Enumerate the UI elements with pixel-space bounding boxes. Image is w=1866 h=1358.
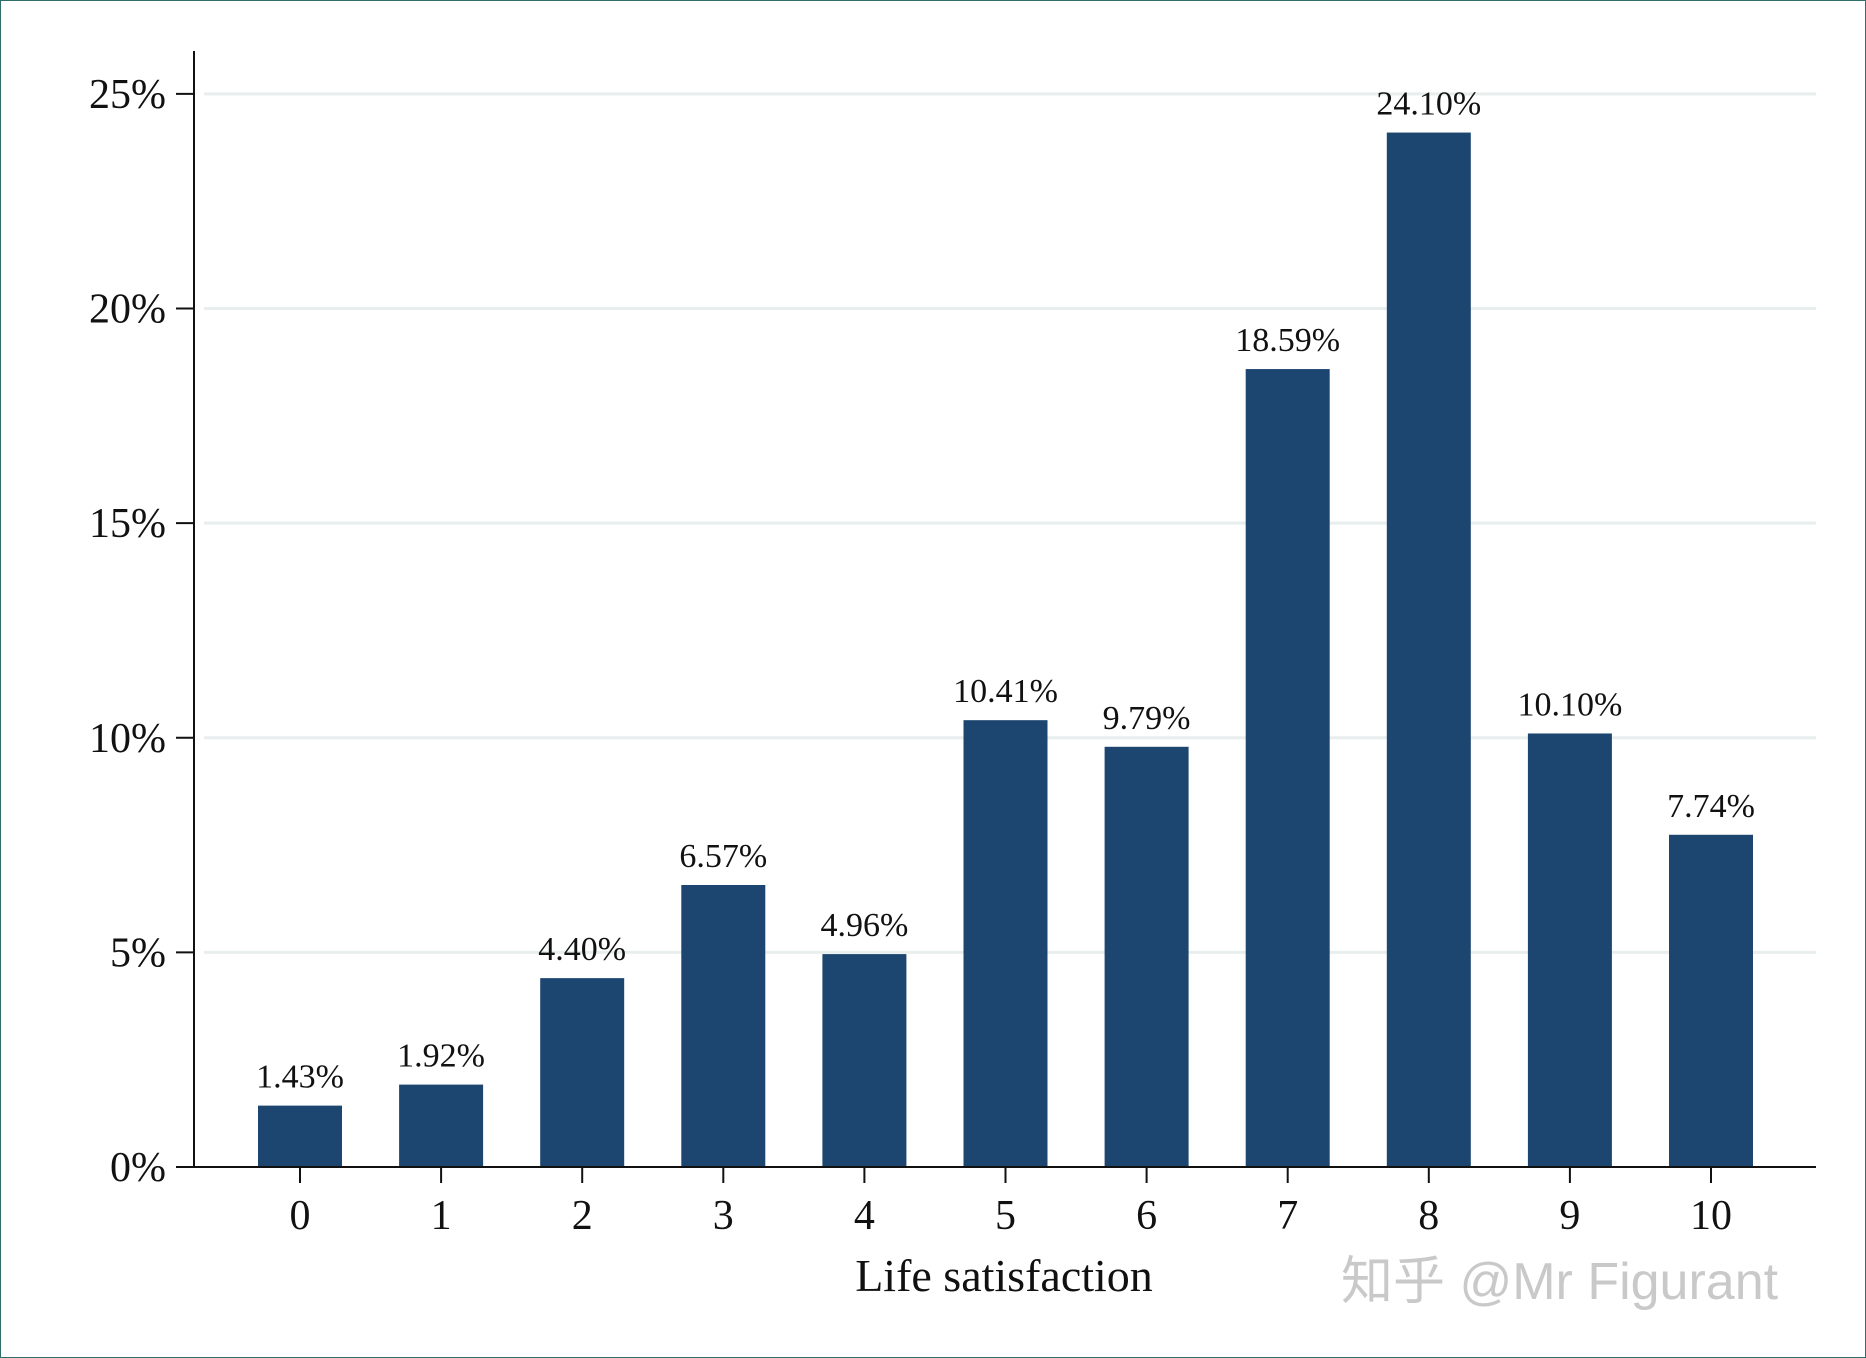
bar-value-label: 1.92%	[397, 1038, 485, 1075]
bar-value-label: 1.43%	[256, 1059, 344, 1096]
bar	[1104, 746, 1189, 1167]
bar	[258, 1105, 342, 1167]
x-axis-title: Life satisfaction	[855, 1250, 1153, 1301]
data-labels: 1.43% 1.92% 4.40% 6.57% 4.96% 10.41% 9.79% 18.5…	[256, 86, 1755, 1096]
bar-value-label: 7.74%	[1667, 788, 1755, 825]
bar	[1386, 132, 1471, 1168]
y-tick-label: 15%	[89, 501, 166, 547]
y-ticks: 0% 5% 10% 15% 20% 25%	[89, 72, 194, 1191]
bar	[399, 1084, 484, 1167]
bar-value-label: 4.40%	[538, 931, 626, 968]
x-tick-label: 0	[290, 1193, 311, 1239]
bar	[1669, 834, 1753, 1167]
bar-value-label: 9.79%	[1103, 700, 1191, 737]
bar	[822, 954, 907, 1167]
bar	[681, 884, 766, 1167]
x-tick-label: 4	[854, 1193, 875, 1239]
bar-value-label: 6.57%	[679, 838, 767, 875]
bar-value-label: 18.59%	[1235, 322, 1340, 359]
x-tick-label: 10	[1690, 1193, 1732, 1239]
bar-value-label: 24.10%	[1376, 86, 1481, 123]
x-ticks: 0 1 2 3 4 5 6 7 8 9 10	[290, 1167, 1732, 1239]
x-tick-label: 1	[431, 1193, 452, 1239]
x-tick-label: 3	[713, 1193, 734, 1239]
watermark: 知乎 @Mr Figurant	[1341, 1253, 1779, 1311]
bar-value-label: 10.10%	[1517, 686, 1622, 723]
bar	[1245, 369, 1330, 1167]
x-tick-label: 5	[995, 1193, 1016, 1239]
x-tick-label: 7	[1277, 1193, 1298, 1239]
x-tick-label: 6	[1136, 1193, 1157, 1239]
bar-value-label: 4.96%	[820, 907, 908, 944]
x-tick-label: 9	[1559, 1193, 1580, 1239]
x-tick-label: 8	[1418, 1193, 1439, 1239]
y-tick-label: 20%	[89, 287, 166, 333]
y-tick-label: 0%	[110, 1145, 166, 1191]
bars	[258, 132, 1753, 1168]
x-tick-label: 2	[572, 1193, 593, 1239]
y-tick-label: 25%	[89, 72, 166, 118]
y-tick-label: 10%	[89, 716, 166, 762]
bar-value-label: 10.41%	[953, 673, 1058, 710]
bar	[1527, 733, 1612, 1167]
bar	[540, 978, 625, 1167]
bar	[963, 720, 1048, 1167]
y-tick-label: 5%	[110, 930, 166, 976]
